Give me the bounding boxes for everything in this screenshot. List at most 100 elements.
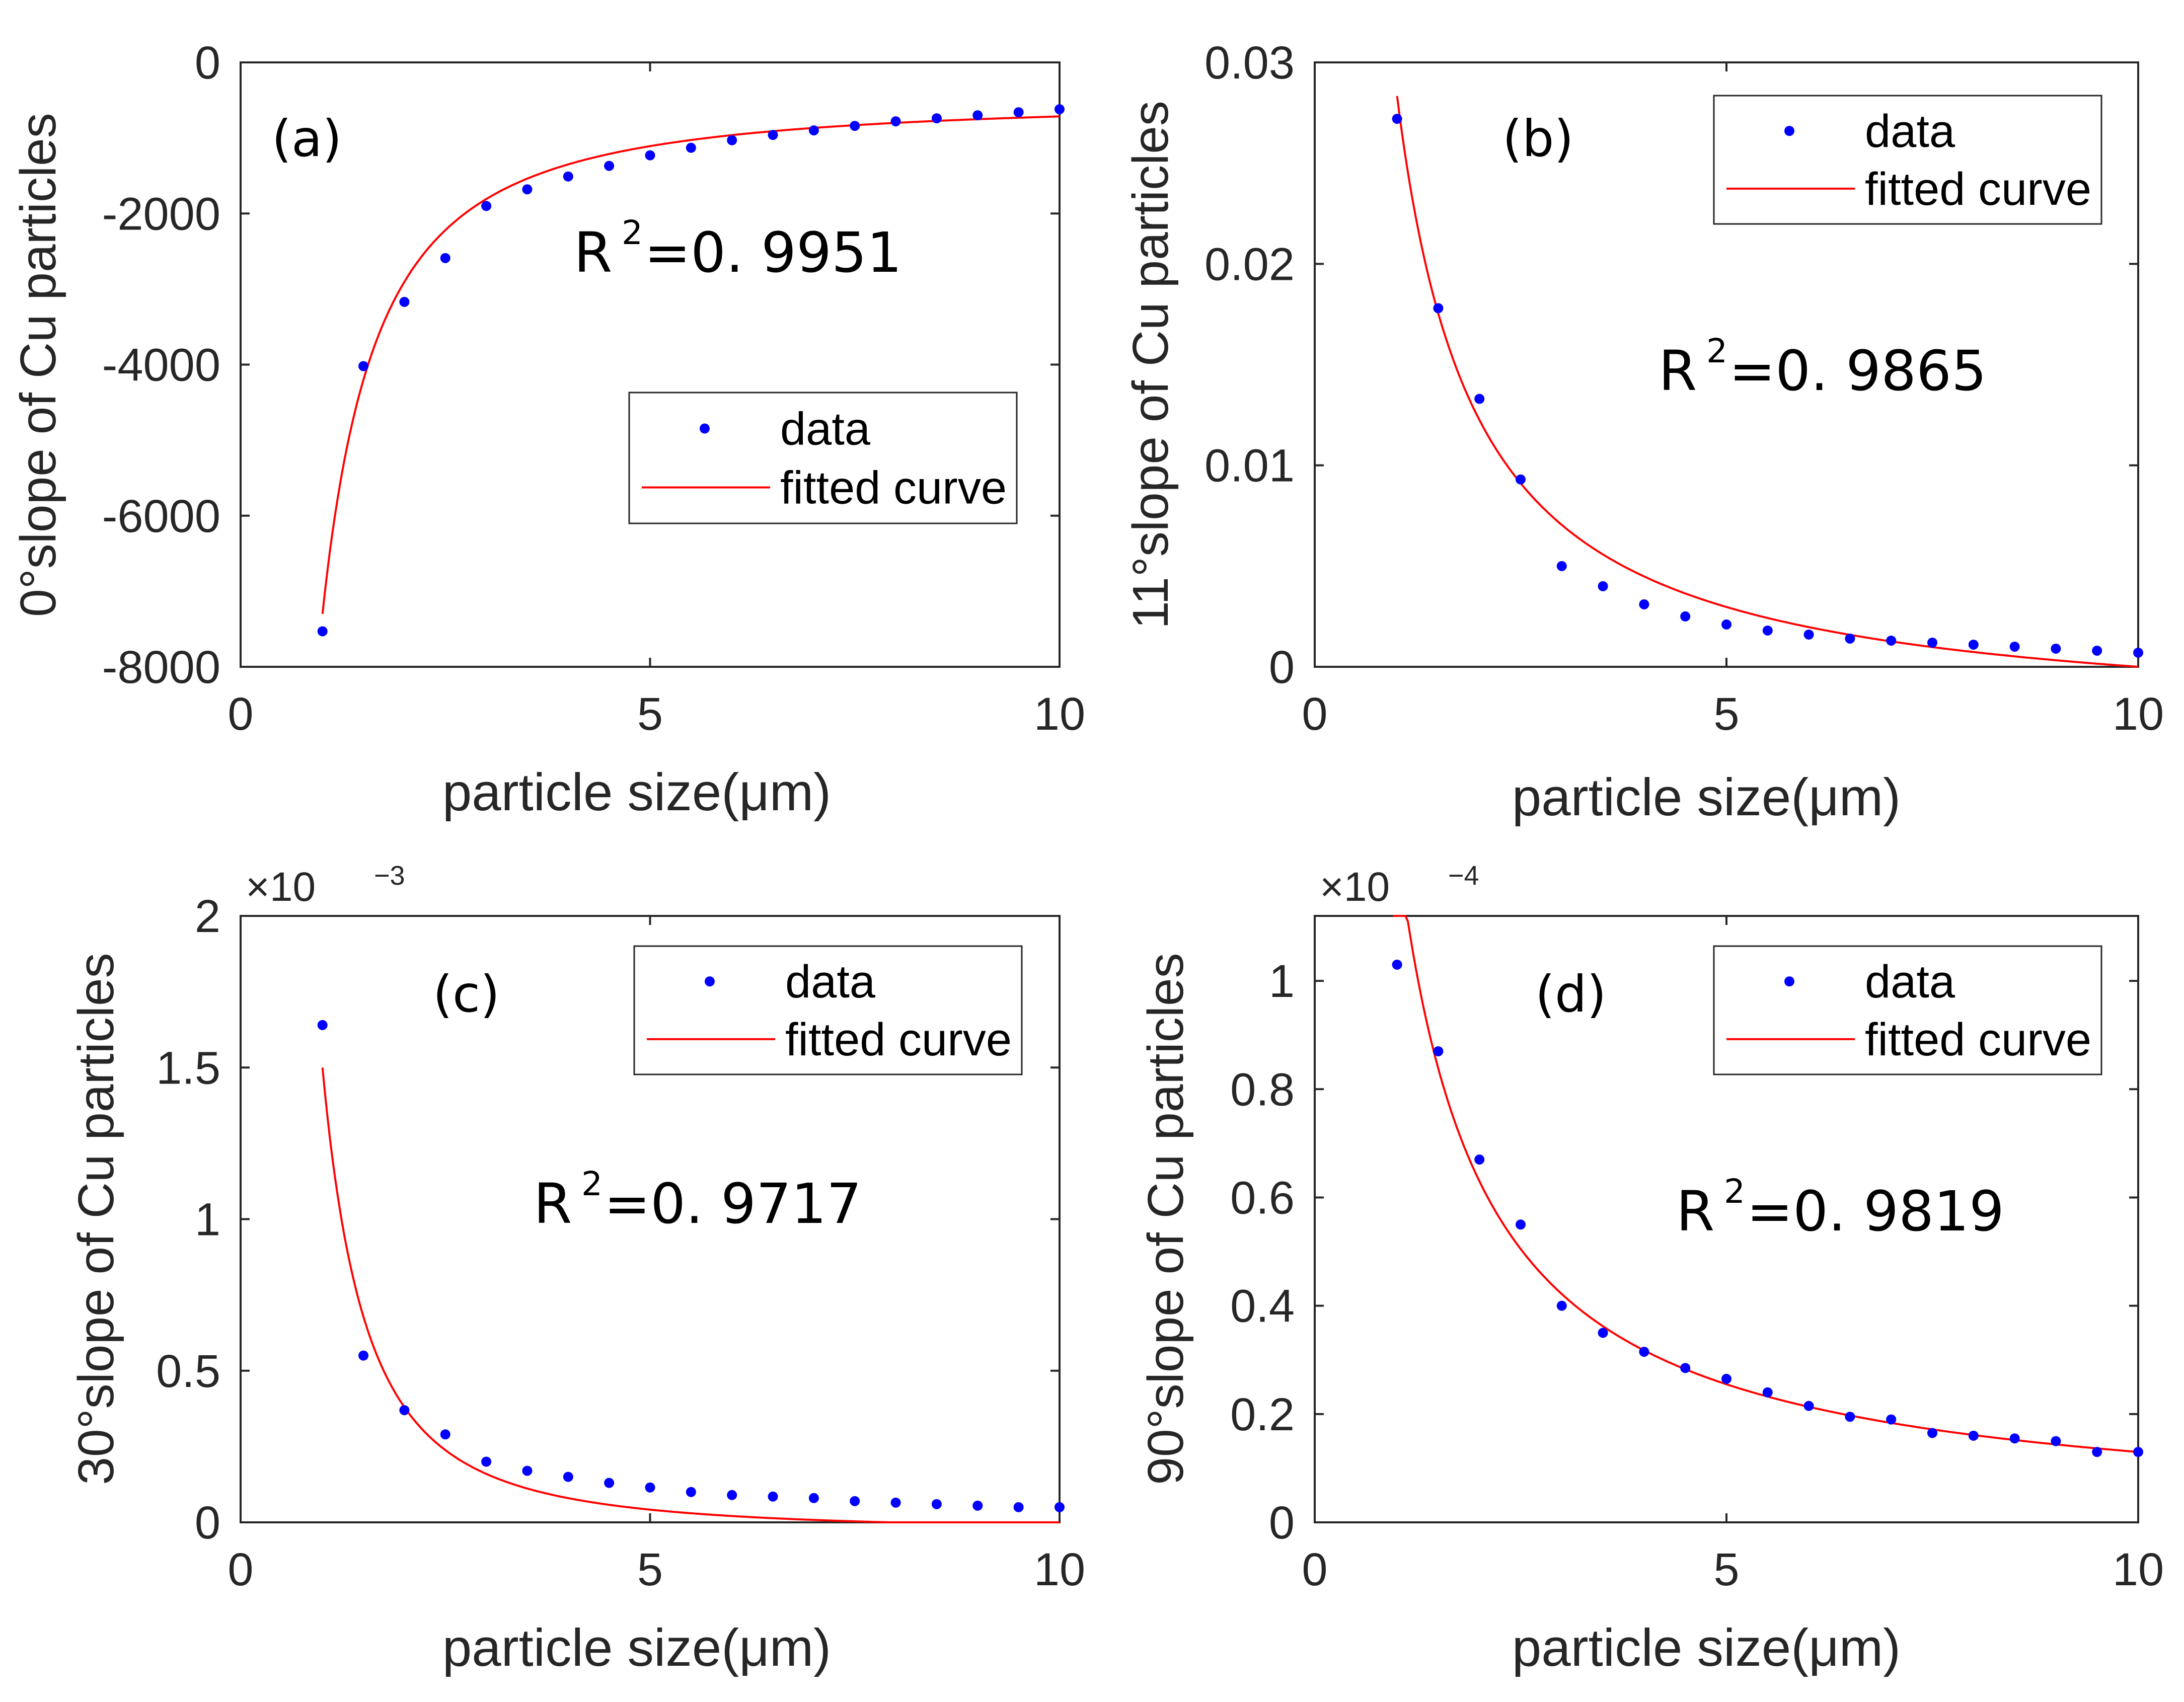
data-point [563,171,573,182]
data-point [358,361,369,371]
data-point [1927,1428,1937,1438]
legend-data-label: data [1865,106,1955,157]
x-tick-label: 10 [1034,1544,1085,1595]
data-point [1762,1387,1773,1398]
panel-label: (b) [1502,109,1574,168]
data-point [1474,1154,1485,1165]
data-point [2092,1447,2102,1457]
data-point [1598,1328,1608,1338]
r-squared-superscript: 2 [622,213,643,252]
legend: data fitted curve [628,392,1018,524]
y-tick-label: 1 [1269,956,1295,1007]
data-point [1886,1414,1897,1425]
data-point [972,1500,983,1511]
y-axis-title: 30°slope of Cu particles [68,953,124,1485]
data-point [399,296,410,307]
x-tick-label: 0 [228,688,253,740]
data-point [563,1472,573,1482]
axis-multiplier: ×10 [1320,864,1390,910]
legend-fit-label: fitted curve [785,1014,1012,1065]
legend-fit-label: fitted curve [1865,1014,2091,1065]
r-squared-symbol: R [534,1172,572,1236]
data-point [2009,641,2020,652]
x-tick-label: 5 [1713,688,1739,740]
data-point [317,1020,328,1030]
data-point [604,1478,615,1488]
data-point [645,1482,655,1493]
data-point [358,1350,369,1361]
data-point [1762,625,1773,636]
r-squared-symbol: R [1676,1179,1714,1244]
data-point [768,130,778,140]
data-point [522,184,533,195]
data-point [522,1465,533,1476]
data-point [1013,107,1024,118]
data-point [890,116,901,127]
y-tick-label: 2 [195,891,220,942]
panel-label: (a) [272,109,342,168]
x-axis-title: particle size(μm) [442,1618,831,1677]
x-tick-label: 10 [1034,688,1085,740]
legend-data-marker [1784,126,1794,136]
legend-box [633,945,1023,1075]
legend-data-label: data [780,404,871,455]
data-point [768,1491,778,1502]
data-point [1639,599,1649,609]
data-point [2051,643,2061,654]
data-point [1433,1046,1444,1056]
data-point [440,1429,450,1440]
data-point [1886,635,1897,646]
y-tick-label: 0 [195,37,220,89]
x-tick-label: 10 [2113,1544,2164,1595]
axis-multiplier: ×10 [246,864,316,910]
data-point [808,125,819,136]
data-point [890,1497,901,1508]
r-squared-superscript: 2 [581,1165,603,1203]
legend-fit-label: fitted curve [1865,164,2091,215]
data-point [481,201,492,211]
y-tick-label: 0.5 [156,1346,220,1397]
y-tick-label: -8000 [102,642,220,693]
data-point [727,1490,737,1500]
x-axis-title: particle size(μm) [442,763,831,822]
legend: data fitted curve [1713,95,2102,225]
panel-c: 0 5 10 0 0.5 1 1.5 2 ×10 −3 particle size(μm) 30°sl… [68,861,1085,1677]
legend-data-marker [705,976,715,987]
data-point [850,121,860,131]
legend: data fitted curve [1713,945,2102,1075]
x-tick-label: 0 [1302,688,1327,740]
y-tick-label: 0.03 [1204,37,1295,89]
data-point [2051,1436,2061,1446]
r-squared-superscript: 2 [1706,332,1727,370]
panel-b: 0 5 10 0 0.01 0.02 0.03 particle size(μm) 11°slo… [1122,37,2164,827]
data-point [1721,619,1731,630]
data-point [1055,1502,1065,1512]
panel-label: (c) [433,965,500,1024]
data-point [399,1405,410,1416]
panel-label: (d) [1535,965,1607,1024]
x-tick-label: 0 [1302,1544,1327,1595]
panel-d: 0 5 10 0 0.2 0.4 0.6 0.8 1 ×10 −4 particle size(μm)… [1138,861,2164,1677]
data-point [1556,561,1567,571]
data-point [1392,959,1402,970]
legend-box [1713,95,2102,225]
legend-box [1713,945,2102,1075]
data-point [2133,1447,2143,1457]
x-axis-title: particle size(μm) [1512,1618,1901,1677]
y-tick-label: 0.6 [1230,1172,1295,1223]
data-point [645,150,655,161]
data-point [1968,1430,1979,1441]
data-point [850,1496,860,1506]
y-tick-label: -6000 [102,491,220,542]
x-tick-label: 10 [2113,688,2164,740]
data-point [440,253,450,263]
x-axis-title: particle size(μm) [1512,768,1901,827]
data-point [1680,611,1691,622]
panel-a: 0 5 10 0 -2000 -4000 -6000 -8000 particle size(μ… [10,37,1085,822]
r-squared-value: =0. 9951 [644,220,902,285]
y-tick-label: -4000 [102,340,220,391]
data-point [1516,1219,1526,1230]
data-point [1433,303,1444,314]
y-tick-label: 0 [195,1497,220,1549]
legend-data-label: data [785,956,876,1008]
